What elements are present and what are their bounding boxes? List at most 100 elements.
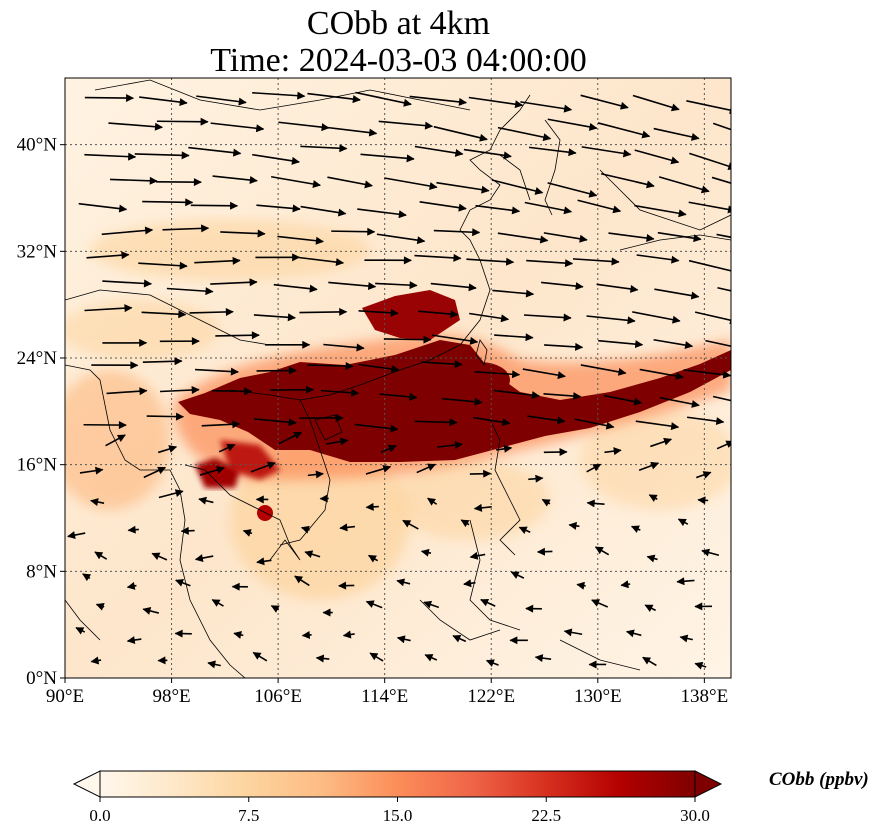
- lat-tick-label: 40°N: [17, 135, 58, 156]
- wind-arrow: [199, 466, 225, 476]
- wind-arrow: [375, 281, 418, 290]
- wind-arrow: [379, 392, 418, 401]
- wind-arrow: [639, 368, 684, 380]
- wind-arrow: [95, 602, 105, 611]
- coastlines: [65, 79, 731, 678]
- wind-arrow: [596, 283, 639, 293]
- wind-arrow: [357, 208, 407, 219]
- wind-arrow: [688, 259, 731, 275]
- wind-arrow: [339, 523, 356, 532]
- lon-tick-label: 130°E: [574, 686, 622, 707]
- map-frame: [64, 77, 732, 679]
- lon-tick-label: 122°E: [467, 686, 515, 707]
- wind-arrow: [632, 94, 680, 112]
- wind-arrow: [657, 231, 702, 243]
- wind-arrow: [141, 310, 187, 319]
- wind-arrow: [416, 463, 436, 474]
- wind-arrow: [358, 308, 399, 317]
- colorbar-tick-label: 0.0: [89, 806, 111, 825]
- wind-arrow: [603, 394, 643, 406]
- wind-arrow: [686, 416, 725, 426]
- wind-arrow: [90, 656, 102, 665]
- wind-arrow: [437, 441, 463, 449]
- wind-arrow: [278, 431, 303, 445]
- wind-arrow: [300, 525, 310, 534]
- colorbar-tick-label: 30.0: [680, 806, 710, 825]
- longitude-axis: 90°E 98°E 106°E 114°E 122°E 130°E 138°E: [46, 678, 728, 707]
- wind-arrow: [365, 502, 379, 511]
- wind-arrow: [717, 286, 731, 292]
- wind-arrow: [688, 201, 731, 214]
- wind-arrow: [679, 634, 693, 643]
- wind-arrow: [328, 281, 377, 291]
- wind-arrow: [712, 395, 731, 402]
- wind-arrow: [694, 311, 731, 325]
- wind-arrow: [298, 256, 345, 267]
- wind-arrow: [175, 579, 191, 587]
- wind-arrow: [646, 554, 658, 563]
- wind-arrow: [360, 153, 415, 163]
- wind-arrow: [256, 204, 301, 213]
- wind-arrow: [198, 496, 214, 505]
- wind-arrow: [497, 232, 549, 244]
- wind-arrow: [686, 100, 731, 115]
- wind-arrow: [146, 412, 185, 421]
- wind-arrow: [300, 205, 347, 217]
- wind-arrow: [468, 96, 524, 109]
- wind-arrow: [424, 654, 438, 662]
- wind-arrow: [256, 366, 297, 375]
- wind-arrow: [142, 606, 160, 615]
- wind-arrow: [195, 367, 239, 376]
- wind-arrow: [496, 444, 513, 453]
- wind-arrow: [469, 551, 486, 560]
- wind-arrow: [563, 628, 583, 637]
- wind-arrow: [134, 151, 190, 160]
- wind-arrow: [273, 283, 318, 293]
- wind-arrow: [441, 397, 483, 406]
- wind-arrow: [210, 122, 265, 133]
- wind-arrow: [694, 661, 707, 670]
- wind-arrow: [689, 152, 731, 170]
- wind-arrow: [342, 630, 355, 639]
- wind-arrow: [156, 117, 209, 126]
- wind-arrow: [67, 531, 86, 539]
- wind-arrow: [138, 261, 188, 270]
- wind-arrow: [597, 122, 651, 139]
- wind-arrow: [110, 176, 158, 185]
- colorbar-title: CObb (ppbv): [769, 769, 869, 790]
- wind-arrow: [383, 335, 432, 344]
- wind-arrow: [492, 289, 535, 298]
- wind-arrow: [84, 304, 133, 313]
- wind-arrow: [75, 627, 86, 635]
- wind-arrow: [568, 521, 580, 530]
- wind-arrow: [270, 605, 280, 613]
- lat-tick-label: 16°N: [17, 455, 58, 476]
- wind-arrow: [253, 313, 296, 322]
- wind-arrow: [82, 573, 92, 582]
- wind-arrow: [307, 470, 324, 479]
- wind-arrow: [463, 148, 512, 160]
- wind-arrow: [157, 445, 178, 454]
- lat-tick-label: 8°N: [26, 561, 57, 582]
- wind-arrow: [331, 227, 376, 236]
- wind-arrow: [189, 307, 234, 316]
- wind-vectors: [67, 91, 731, 670]
- wind-arrow: [630, 525, 641, 533]
- wind-arrow: [253, 417, 297, 427]
- wind-arrow: [433, 125, 488, 142]
- wind-arrow: [518, 526, 531, 534]
- wind-arrow: [365, 464, 392, 475]
- wind-arrow: [485, 659, 499, 667]
- lon-tick-label: 114°E: [361, 686, 408, 707]
- wind-arrow: [210, 278, 258, 287]
- colorbar-max-extend: [694, 770, 723, 798]
- wind-arrow: [581, 146, 632, 158]
- wind-arrow: [180, 526, 195, 535]
- colorbar: [72, 770, 723, 802]
- wind-arrow: [510, 571, 525, 579]
- wind-arrow: [430, 282, 477, 292]
- wind-arrow: [252, 153, 300, 165]
- wind-arrow: [469, 312, 510, 323]
- wind-arrow: [574, 418, 615, 430]
- colorbar-tick-label: 22.5: [531, 806, 562, 825]
